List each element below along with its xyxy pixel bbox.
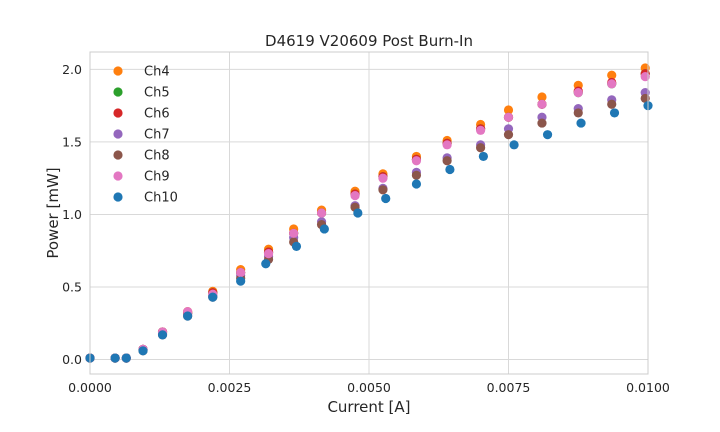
data-point (110, 353, 120, 363)
legend-label: Ch8 (144, 149, 170, 164)
data-point (411, 156, 422, 166)
data-point (576, 118, 586, 128)
x-tick-label: 0.0000 (68, 380, 112, 395)
data-point (316, 208, 327, 218)
legend-marker (113, 171, 123, 181)
x-tick-label: 0.0075 (487, 380, 531, 395)
legend-item-ch7: Ch7 (113, 128, 170, 143)
data-point (319, 224, 329, 234)
data-point (607, 70, 617, 80)
grid (89, 52, 649, 374)
legend: Ch4 Ch5 Ch6 Ch7 Ch8 Ch9 Ch10 (113, 65, 178, 206)
legend-label: Ch5 (144, 86, 170, 101)
data-point (378, 185, 388, 195)
data-point (350, 190, 360, 201)
data-point (208, 292, 218, 302)
legend-label: Ch6 (144, 107, 170, 122)
x-axis-label: Current [A] (327, 398, 410, 416)
data-point (609, 108, 620, 118)
y-tick-label: 0.5 (62, 279, 82, 294)
data-point (542, 130, 553, 140)
legend-label: Ch10 (144, 191, 178, 206)
data-point (537, 92, 547, 102)
y-tick-label: 0.0 (62, 352, 82, 367)
data-point (607, 79, 617, 89)
data-point (157, 330, 168, 340)
legend-label: Ch9 (144, 170, 170, 185)
legend-marker (113, 129, 123, 139)
data-point (445, 164, 455, 175)
data-point (476, 143, 486, 153)
legend-item-ch6: Ch6 (113, 107, 170, 122)
y-tick-label: 2.0 (62, 62, 82, 77)
data-point (183, 311, 193, 321)
data-point (291, 241, 302, 251)
legend-item-ch5: Ch5 (113, 86, 170, 101)
data-point (236, 276, 246, 286)
data-point (261, 259, 271, 269)
data-point (573, 108, 583, 118)
y-tick-label: 1.0 (62, 207, 82, 222)
y-axis-label: Power [mW] (44, 167, 62, 258)
legend-item-ch4: Ch4 (113, 65, 170, 80)
legend-item-ch10: Ch10 (113, 191, 178, 206)
series-ch10 (85, 101, 653, 363)
data-point (503, 130, 514, 140)
y-axis-ticks: 0.0 0.5 1.0 1.5 2.0 (62, 62, 82, 367)
data-point (509, 140, 519, 150)
data-point (503, 105, 514, 115)
legend-marker (113, 87, 123, 97)
legend-marker (113, 192, 123, 202)
data-point (289, 228, 299, 238)
legend-marker (113, 66, 123, 76)
legend-label: Ch7 (144, 128, 170, 143)
data-point (442, 140, 452, 150)
data-point (263, 249, 274, 259)
legend-label: Ch4 (144, 65, 170, 80)
data-points (85, 63, 653, 363)
x-tick-label: 0.0050 (347, 380, 391, 395)
data-point (353, 208, 363, 218)
legend-marker (113, 150, 123, 160)
data-point (503, 112, 514, 122)
chart-title: D4619 V20609 Post Burn-In (265, 32, 473, 50)
legend-item-ch9: Ch9 (113, 170, 170, 185)
data-point (476, 125, 486, 135)
data-point (478, 151, 488, 162)
legend-item-ch8: Ch8 (113, 149, 170, 164)
data-point (537, 118, 547, 128)
data-point (537, 99, 547, 109)
data-point (121, 353, 131, 363)
y-tick-label: 1.5 (62, 134, 82, 149)
data-point (236, 267, 246, 278)
data-point (378, 173, 388, 183)
x-tick-label: 0.0100 (626, 380, 670, 395)
legend-marker (113, 108, 123, 118)
x-axis-ticks: 0.0000 0.0025 0.0050 0.0075 0.0100 (68, 380, 670, 395)
data-point (381, 193, 391, 204)
data-point (442, 156, 452, 166)
data-point (411, 179, 422, 189)
x-tick-label: 0.0025 (208, 380, 252, 395)
data-point (573, 88, 583, 98)
data-point (138, 346, 148, 356)
data-point (411, 170, 422, 180)
data-point (607, 99, 617, 109)
plot-frame (89, 51, 649, 375)
